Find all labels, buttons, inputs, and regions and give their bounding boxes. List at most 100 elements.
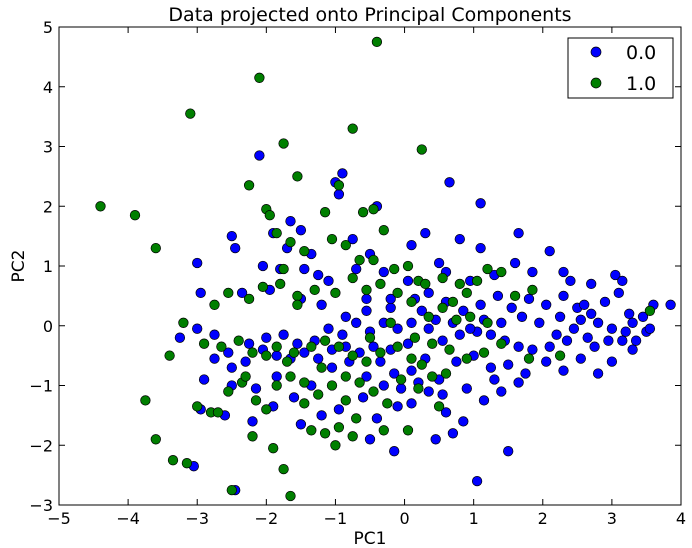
scatter-point-series-0-54	[617, 275, 628, 287]
scatter-point-series-0-164	[226, 362, 237, 373]
scatter-point-series-1-49	[451, 314, 462, 325]
scatter-point-series-1-124	[292, 299, 303, 310]
scatter-point-series-0-42	[523, 293, 535, 305]
scatter-point-series-1-39	[292, 290, 303, 302]
scatter-point-series-0-101	[406, 365, 417, 376]
scatter-point-series-1-6	[95, 201, 106, 212]
scatter-point-series-0-40	[492, 290, 504, 302]
scatter-point-series-0-78	[351, 317, 362, 328]
scatter-point-series-1-86	[271, 380, 282, 391]
legend-label-series-1: 1.0	[626, 73, 656, 95]
scatter-point-series-0-135	[447, 428, 459, 439]
scatter-point-series-0-53	[610, 269, 621, 281]
y-tick-label: 0	[43, 317, 53, 336]
scatter-point-series-1-38	[275, 278, 286, 290]
x-tick-label: 0	[399, 509, 409, 528]
scatter-point-series-0-59	[606, 323, 618, 334]
scatter-point-series-1-32	[471, 275, 483, 287]
scatter-point-series-1-14	[368, 204, 379, 215]
scatter-point-series-1-73	[496, 338, 507, 349]
scatter-point-series-1-9	[243, 180, 255, 191]
scatter-point-series-0-90	[198, 374, 210, 385]
y-tick-label: 2	[43, 197, 53, 216]
scatter-point-series-0-165	[209, 353, 220, 364]
scatter-point-series-0-118	[295, 419, 307, 430]
scatter-point-series-0-98	[361, 371, 372, 382]
scatter-point-series-0-89	[174, 332, 186, 343]
scatter-point-series-0-146	[496, 317, 507, 328]
scatter-point-series-0-16	[347, 233, 358, 245]
scatter-point-series-0-46	[586, 308, 597, 319]
scatter-point-series-0-111	[575, 353, 586, 364]
scatter-point-series-1-115	[316, 362, 327, 373]
scatter-point-series-0-187	[299, 263, 310, 275]
scatter-point-series-1-50	[465, 311, 476, 322]
scatter-point-series-1-117	[385, 317, 396, 328]
y-tick-label: −1	[29, 377, 53, 396]
scatter-point-series-0-125	[423, 386, 434, 397]
scatter-point-series-1-78	[167, 455, 179, 466]
scatter-point-series-1-59	[271, 341, 282, 352]
scatter-point-series-1-5	[416, 144, 427, 155]
scatter-point-series-0-41	[506, 302, 517, 313]
scatter-point-series-0-170	[461, 383, 472, 394]
scatter-point-series-1-33	[482, 263, 493, 275]
scatter-point-series-0-159	[299, 347, 310, 358]
scatter-point-series-0-137	[503, 446, 514, 457]
scatter-point-series-0-32	[340, 311, 351, 322]
legend-marker-series-1	[590, 77, 602, 89]
scatter-point-series-0-104	[451, 356, 462, 367]
scatter-point-series-1-60	[288, 347, 300, 358]
scatter-point-series-1-94	[382, 398, 393, 409]
scatter-point-series-1-122	[509, 290, 521, 302]
scatter-point-series-1-47	[423, 311, 434, 322]
scatter-point-series-0-154	[368, 341, 379, 352]
scatter-point-series-0-7	[226, 230, 237, 242]
scatter-point-series-0-110	[558, 365, 569, 376]
scatter-point-series-0-173	[285, 216, 296, 227]
scatter-point-series-1-92	[354, 377, 365, 388]
scatter-point-series-1-46	[406, 296, 417, 308]
scatter-point-series-0-83	[278, 329, 289, 340]
scatter-point-series-0-158	[313, 353, 324, 364]
scatter-point-series-0-138	[617, 335, 628, 346]
scatter-point-series-1-104	[306, 425, 317, 436]
scatter-point-series-1-12	[333, 180, 345, 191]
scatter-point-series-1-108	[378, 425, 389, 436]
scatter-point-series-0-163	[240, 356, 251, 367]
scatter-point-series-0-47	[599, 296, 611, 308]
scatter-point-series-1-31	[461, 287, 472, 299]
x-tick-label: −5	[47, 509, 71, 528]
scatter-point-series-1-127	[340, 395, 351, 406]
scatter-point-series-0-109	[541, 356, 552, 367]
scatter-point-series-1-99	[247, 431, 258, 442]
scatter-point-series-0-112	[592, 368, 604, 379]
scatter-point-series-0-121	[357, 392, 369, 403]
scatter-point-series-1-52	[178, 317, 189, 328]
scatter-point-series-0-176	[385, 293, 396, 305]
scatter-point-series-0-67	[513, 341, 524, 352]
scatter-point-series-0-6	[475, 198, 486, 209]
scatter-point-series-1-4	[278, 138, 289, 149]
scatter-point-series-0-84	[261, 332, 272, 343]
scatter-point-series-0-152	[402, 338, 414, 349]
y-tick-label: −2	[29, 436, 53, 455]
x-tick-label: −3	[185, 509, 209, 528]
scatter-point-series-0-63	[582, 332, 593, 343]
scatter-point-series-0-71	[454, 329, 465, 340]
y-tick-label: 5	[43, 18, 53, 37]
x-tick-label: −1	[324, 509, 348, 528]
scatter-point-series-0-48	[613, 287, 624, 299]
scatter-point-series-0-181	[527, 266, 538, 278]
scatter-point-series-1-17	[271, 227, 282, 239]
scatter-point-series-1-109	[402, 425, 414, 436]
scatter-point-series-1-121	[527, 284, 538, 296]
scatter-point-series-0-33	[361, 305, 372, 316]
y-axis-ticks: −3 −2 −1 0 1 2 3 4 5	[29, 18, 681, 515]
scatter-point-series-0-139	[627, 344, 638, 355]
scatter-point-series-1-79	[181, 458, 193, 469]
scatter-point-series-0-57	[575, 314, 586, 325]
scatter-point-series-0-22	[475, 242, 486, 254]
scatter-point-series-0-151	[416, 305, 427, 316]
y-tick-label: 3	[43, 138, 53, 157]
